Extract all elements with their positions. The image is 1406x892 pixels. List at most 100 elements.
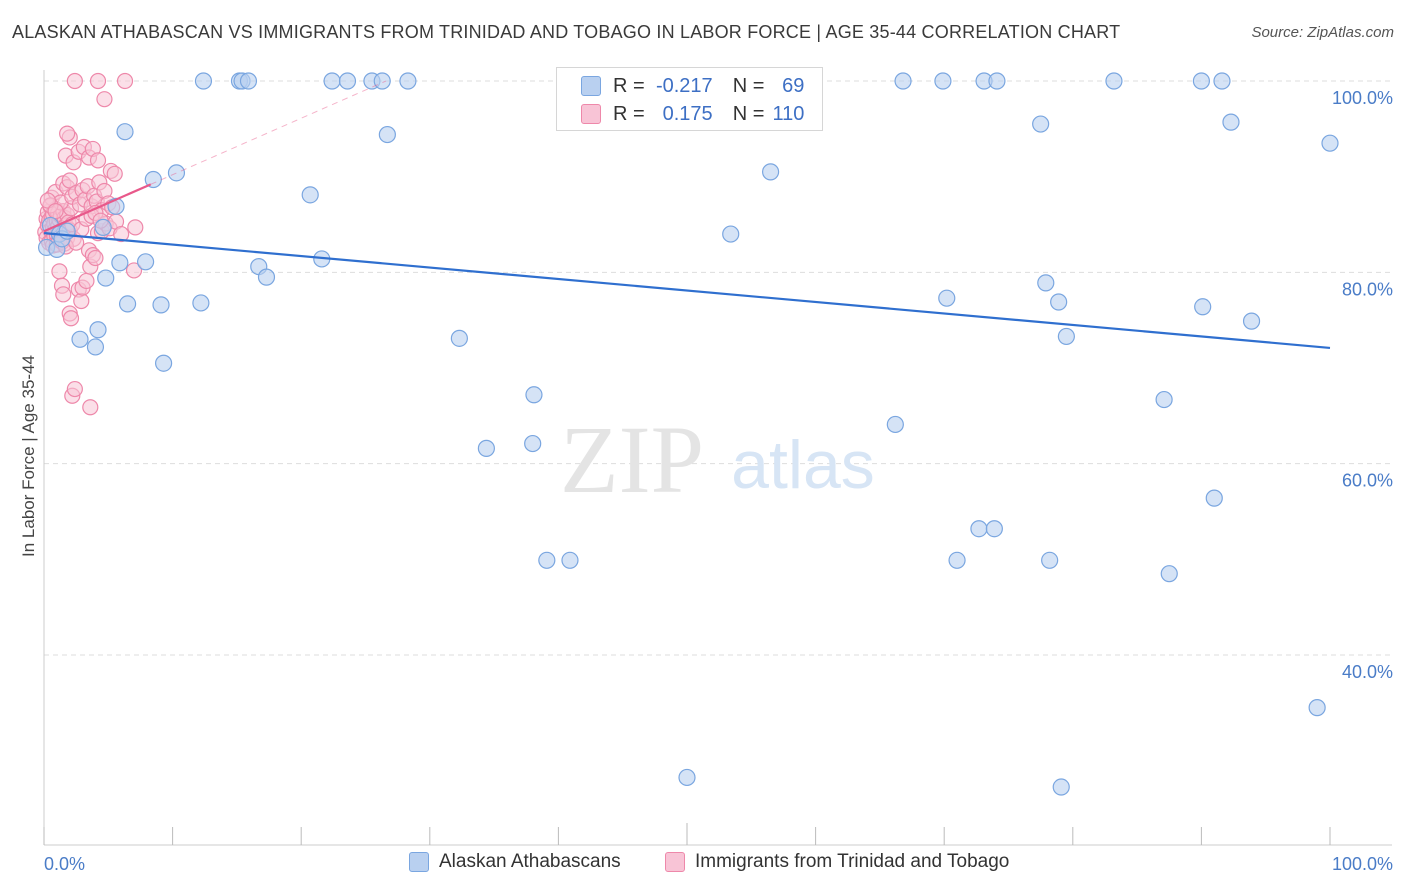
x-tick-label: 0.0% [44,854,85,874]
point-alaskan-athabascan [1213,72,1231,90]
trendline-trinidad-tobago [43,183,152,233]
point-alaskan-athabascan [194,72,213,90]
point-trinidad-tobago [89,152,107,169]
point-trinidad-tobago [73,292,90,310]
point-alaskan-athabascan [761,163,780,181]
point-trinidad-tobago [66,380,83,398]
point-alaskan-athabascan [144,170,162,189]
pink-swatch [581,104,601,124]
point-alaskan-athabascan [538,551,556,569]
legend-item-trinidad-tobago[interactable]: Immigrants from Trinidad and Tobago [665,851,1009,873]
y-tick-label: 60.0% [1342,471,1393,491]
legend-item-alaskan-athabascans[interactable]: Alaskan Athabascans [409,851,621,873]
point-alaskan-athabascan [373,72,391,90]
point-alaskan-athabascan [1052,778,1070,796]
y-tick-label: 40.0% [1342,662,1393,682]
point-trinidad-tobago [127,219,144,236]
point-alaskan-athabascan [970,520,988,538]
chart-title: ALASKAN ATHABASCAN VS IMMIGRANTS FROM TR… [12,22,1121,42]
legend-label-alaskan-athabascans: Alaskan Athabascans [439,851,621,872]
point-alaskan-athabascan [477,439,495,457]
point-alaskan-athabascan [154,354,173,372]
legend-label-trinidad-tobago: Immigrants from Trinidad and Tobago [695,851,1010,872]
correlation-legend: R = -0.217 N = 69 R = 0.175 N = 110 [556,67,823,131]
point-alaskan-athabascan [524,434,542,453]
point-alaskan-athabascan [1160,565,1178,583]
point-alaskan-athabascan [678,768,696,787]
point-alaskan-athabascan [97,269,115,287]
point-alaskan-athabascan [116,123,134,141]
point-alaskan-athabascan [1105,72,1123,90]
point-alaskan-athabascan [1192,72,1211,90]
series-alaskan-athabascans [37,72,1339,796]
point-alaskan-athabascan [985,520,1003,538]
blue-swatch [409,852,429,872]
point-alaskan-athabascan [1041,551,1059,569]
watermark-zip: ZIP [560,406,704,513]
blue-swatch [581,76,601,96]
point-alaskan-athabascan [338,72,357,90]
trendline-trinidad-tobago-extension [150,80,387,185]
point-trinidad-tobago [47,203,64,220]
n-label: N = [732,74,765,97]
point-alaskan-athabascan [1222,113,1240,131]
point-alaskan-athabascan [257,268,276,286]
point-trinidad-tobago [62,310,80,327]
point-alaskan-athabascan [118,295,137,313]
point-alaskan-athabascan [938,289,956,307]
point-trinidad-tobago [82,399,99,416]
y-tick-label: 80.0% [1342,279,1393,299]
point-alaskan-athabascan [561,551,579,569]
point-alaskan-athabascan [988,72,1006,90]
point-alaskan-athabascan [167,164,186,182]
point-alaskan-athabascan [323,72,341,90]
point-alaskan-athabascan [1308,699,1326,717]
y-axis-label: In Labor Force | Age 35-44 [19,355,38,557]
series-legend: Alaskan Athabascans Immigrants from Trin… [0,851,1406,877]
n-label: N = [732,102,765,125]
point-trinidad-tobago [59,125,76,142]
point-alaskan-athabascan [1242,312,1261,330]
trend-lines [43,80,1331,350]
r-label: R = [613,102,645,125]
point-trinidad-tobago [116,72,134,90]
point-alaskan-athabascan [450,329,468,347]
tick-labels: 40.0% 60.0% 80.0% 100.0% 0.0% 100.0% [44,88,1393,874]
point-alaskan-athabascan [894,72,912,90]
watermark-atlas: atlas [731,427,875,503]
point-trinidad-tobago [78,272,95,290]
point-alaskan-athabascan [94,218,112,236]
point-alaskan-athabascan [378,125,396,144]
legend-row-pink: R = 0.175 N = 110 [557,101,804,127]
point-alaskan-athabascan [86,338,105,356]
point-alaskan-athabascan [399,72,417,90]
r-value-blue: -0.217 [655,74,713,97]
point-trinidad-tobago [66,72,83,90]
point-alaskan-athabascan [934,72,952,90]
point-trinidad-tobago [51,263,68,280]
pink-swatch [665,852,685,872]
point-alaskan-athabascan [111,254,129,272]
point-alaskan-athabascan [1205,489,1223,507]
point-alaskan-athabascan [136,253,155,271]
point-trinidad-tobago [106,165,123,182]
point-trinidad-tobago [96,91,113,108]
point-alaskan-athabascan [1032,115,1050,133]
point-alaskan-athabascan [1057,327,1075,346]
trendline-alaskan-athabascans [43,232,1331,350]
point-alaskan-athabascan [239,72,258,90]
r-label: R = [613,74,645,97]
y-tick-label: 100.0% [1332,88,1393,108]
point-alaskan-athabascan [948,551,966,569]
legend-row-blue: R = -0.217 N = 69 [557,73,804,99]
n-value-blue: 69 [782,74,805,97]
point-trinidad-tobago [125,262,143,279]
point-trinidad-tobago [89,72,107,90]
point-alaskan-athabascan [1321,134,1339,152]
point-alaskan-athabascan [192,294,210,312]
point-trinidad-tobago [87,249,104,267]
point-trinidad-tobago [61,172,78,189]
point-alaskan-athabascan [525,386,543,404]
point-alaskan-athabascan [886,415,904,434]
